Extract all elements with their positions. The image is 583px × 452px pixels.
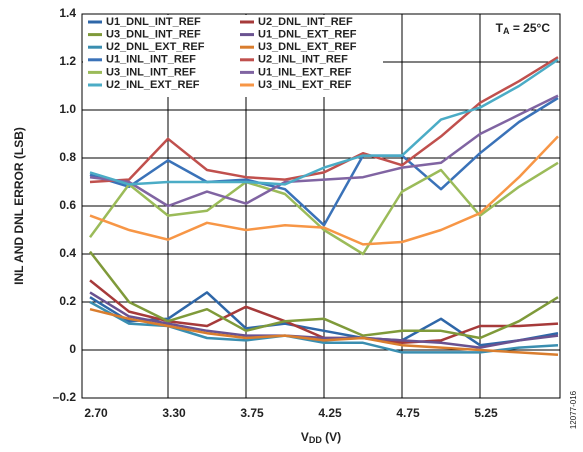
legend-label: U2_DNL_EXT_REF [106,41,205,53]
series-line [89,96,559,227]
series-line [89,135,559,246]
series-line [89,250,559,340]
legend-label: U2_DNL_INT_REF [258,16,353,28]
y-tick-label: 1.0 [59,102,76,116]
y-tick-label: –0.2 [53,390,77,404]
y-tick-label: 0.2 [59,294,76,308]
series-line [89,58,559,186]
y-tick-label: 0.6 [59,198,76,212]
legend-label: U1_INL_EXT_REF [258,66,352,78]
x-label-sub: DD [309,435,322,445]
legend-label: U3_DNL_EXT_REF [258,41,357,53]
legend-label: U3_DNL_INT_REF [106,29,201,41]
legend-label: U2_INL_EXT_REF [106,79,200,91]
legend-label: U1_DNL_INT_REF [106,16,201,28]
series-line [89,307,559,357]
y-tick-label: 1.4 [59,6,76,20]
legend-label: U3_INL_INT_REF [106,66,196,78]
annotation-sub: A [503,26,510,36]
y-tick-label: 0.8 [59,150,76,164]
y-tick-label: 1.2 [59,54,76,68]
series-line [88,161,559,256]
x-tick-label: 4.25 [318,406,342,420]
x-tick-label: 5.25 [474,406,498,420]
legend-box [83,15,383,97]
annotation-rest: = 25°C [510,21,551,35]
series-line [89,291,559,349]
plot-frame [81,13,561,399]
figure-code: 12077-016 [569,390,578,429]
x-label-main: V [301,430,309,444]
x-tick-label: 2.70 [84,406,108,420]
x-label-rest: (V) [322,430,341,444]
y-tick-label: 0.4 [59,246,76,260]
series-line [89,94,559,208]
y-tick-label: 0 [69,342,76,356]
annotation: TA = 25°C [496,21,551,36]
annotation-main: T [496,21,504,35]
legend-label: U2_INL_INT_REF [258,54,348,66]
series-line [89,56,559,184]
legend-label: U1_DNL_EXT_REF [258,29,357,41]
legend-label: U1_INL_INT_REF [106,54,196,66]
x-tick-label: 3.30 [162,406,186,420]
legend-label: U3_INL_EXT_REF [258,79,352,91]
y-axis-label: INL AND DNL ERROR (LSB) [12,127,26,285]
x-axis-label: VDD (V) [301,430,341,445]
series-line [89,291,559,347]
x-tick-label: 3.75 [240,406,264,420]
x-tick-label: 4.75 [396,406,420,420]
